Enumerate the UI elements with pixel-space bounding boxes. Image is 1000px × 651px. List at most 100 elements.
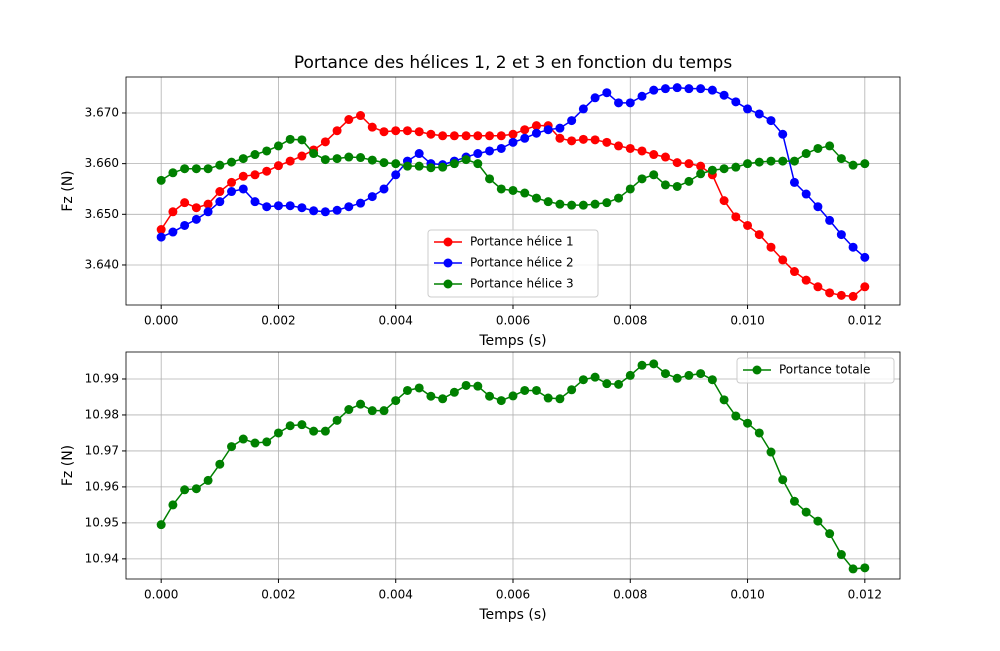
x-tick-label: 0.010 (730, 588, 764, 602)
data-point (567, 136, 577, 146)
data-point (684, 176, 694, 186)
data-point (332, 126, 342, 136)
data-point (508, 129, 518, 139)
data-point (684, 159, 694, 169)
y-axis-label: Fz (N) (60, 170, 76, 211)
data-point (567, 116, 577, 126)
data-point (215, 459, 225, 469)
y-tick-label: 10.94 (85, 551, 119, 565)
y-tick-label: 10.95 (85, 515, 119, 529)
data-point (754, 230, 764, 240)
data-point (344, 152, 354, 162)
x-axis-label: Temps (s) (478, 607, 546, 623)
data-point (379, 184, 389, 194)
data-point (273, 141, 283, 151)
data-point (414, 161, 424, 171)
data-point (602, 137, 612, 147)
data-point (156, 225, 166, 235)
data-point (332, 154, 342, 164)
data-point (156, 520, 166, 530)
data-point (778, 255, 788, 265)
data-point (309, 206, 319, 216)
data-point (496, 184, 506, 194)
x-tick-label: 0.004 (379, 588, 413, 602)
data-point (602, 198, 612, 208)
data-point (637, 91, 647, 101)
data-point (496, 131, 506, 141)
data-point (719, 90, 729, 100)
data-point (813, 282, 823, 292)
data-point (614, 141, 624, 151)
data-point (485, 131, 495, 141)
data-point (696, 84, 706, 94)
data-point (285, 201, 295, 211)
data-point (262, 437, 272, 447)
data-point (285, 134, 295, 144)
data-point (473, 381, 483, 391)
x-tick-label: 0.006 (496, 588, 530, 602)
axes-frame (125, 351, 901, 580)
data-point (203, 199, 213, 209)
data-point (238, 154, 248, 164)
data-point (719, 164, 729, 174)
data-point (801, 507, 811, 517)
data-point (590, 199, 600, 209)
data-point (320, 426, 330, 436)
data-point (719, 395, 729, 405)
data-point (391, 170, 401, 180)
data-point (180, 198, 190, 208)
data-point (520, 125, 530, 135)
data-point (637, 146, 647, 156)
data-point (860, 252, 870, 262)
data-point (731, 162, 741, 172)
x-tick-label: 0.010 (730, 314, 764, 328)
data-point (215, 187, 225, 197)
data-point (461, 131, 471, 141)
data-point (485, 146, 495, 156)
data-point (203, 475, 213, 485)
data-point (508, 137, 518, 147)
legend-marker (752, 365, 762, 375)
data-point (719, 196, 729, 206)
data-point (578, 200, 588, 210)
data-point (438, 394, 448, 404)
data-point (649, 85, 659, 95)
legend-label: Portance hélice 1 (470, 235, 574, 249)
data-point (555, 394, 565, 404)
data-point (707, 165, 717, 175)
data-point (625, 370, 635, 380)
data-point (356, 399, 366, 409)
data-point (297, 135, 307, 145)
data-point (285, 156, 295, 166)
data-point (813, 143, 823, 153)
x-tick-label: 0.002 (261, 314, 295, 328)
data-point (320, 207, 330, 217)
data-point (848, 242, 858, 252)
data-point (227, 187, 237, 197)
data-point (203, 207, 213, 217)
data-point (426, 129, 436, 139)
data-point (449, 387, 459, 397)
data-point (766, 116, 776, 126)
data-point (250, 170, 260, 180)
data-point (531, 193, 541, 203)
data-point (836, 290, 846, 300)
data-point (297, 203, 307, 213)
data-point (391, 396, 401, 406)
data-point (766, 156, 776, 166)
data-point (309, 426, 319, 436)
data-point (590, 372, 600, 382)
data-point (449, 159, 459, 169)
data-point (156, 175, 166, 185)
data-point (590, 135, 600, 145)
data-point (273, 161, 283, 171)
data-point (379, 127, 389, 137)
data-point (191, 214, 201, 224)
data-point (801, 189, 811, 199)
chart-title: Portance des hélices 1, 2 et 3 en foncti… (294, 53, 733, 73)
data-point (238, 434, 248, 444)
data-point (379, 406, 389, 416)
data-point (754, 157, 764, 167)
data-point (789, 267, 799, 277)
